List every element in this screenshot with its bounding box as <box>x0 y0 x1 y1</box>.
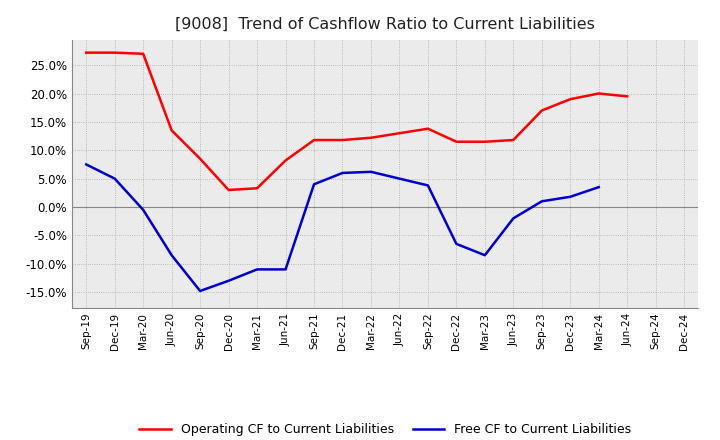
Free CF to Current Liabilities <box>366 169 375 174</box>
Operating CF to Current Liabilities <box>366 135 375 140</box>
Operating CF to Current Liabilities <box>395 131 404 136</box>
Line: Operating CF to Current Liabilities: Operating CF to Current Liabilities <box>86 53 627 190</box>
Operating CF to Current Liabilities <box>196 156 204 161</box>
Free CF to Current Liabilities <box>338 170 347 176</box>
Operating CF to Current Liabilities <box>225 187 233 193</box>
Free CF to Current Liabilities <box>595 184 603 190</box>
Operating CF to Current Liabilities <box>167 128 176 133</box>
Free CF to Current Liabilities <box>225 278 233 283</box>
Free CF to Current Liabilities <box>110 176 119 181</box>
Line: Free CF to Current Liabilities: Free CF to Current Liabilities <box>86 165 599 291</box>
Free CF to Current Liabilities <box>139 207 148 213</box>
Operating CF to Current Liabilities <box>566 96 575 102</box>
Free CF to Current Liabilities <box>167 253 176 258</box>
Operating CF to Current Liabilities <box>110 50 119 55</box>
Operating CF to Current Liabilities <box>452 139 461 144</box>
Free CF to Current Liabilities <box>509 216 518 221</box>
Free CF to Current Liabilities <box>480 253 489 258</box>
Operating CF to Current Liabilities <box>595 91 603 96</box>
Operating CF to Current Liabilities <box>338 137 347 143</box>
Free CF to Current Liabilities <box>253 267 261 272</box>
Free CF to Current Liabilities <box>423 183 432 188</box>
Operating CF to Current Liabilities <box>423 126 432 131</box>
Free CF to Current Liabilities <box>395 176 404 181</box>
Operating CF to Current Liabilities <box>537 108 546 113</box>
Operating CF to Current Liabilities <box>139 51 148 56</box>
Free CF to Current Liabilities <box>82 162 91 167</box>
Operating CF to Current Liabilities <box>282 158 290 163</box>
Free CF to Current Liabilities <box>282 267 290 272</box>
Free CF to Current Liabilities <box>566 194 575 199</box>
Operating CF to Current Liabilities <box>82 50 91 55</box>
Operating CF to Current Liabilities <box>253 186 261 191</box>
Operating CF to Current Liabilities <box>509 137 518 143</box>
Title: [9008]  Trend of Cashflow Ratio to Current Liabilities: [9008] Trend of Cashflow Ratio to Curren… <box>175 16 595 32</box>
Free CF to Current Liabilities <box>537 199 546 204</box>
Free CF to Current Liabilities <box>452 241 461 246</box>
Operating CF to Current Liabilities <box>310 137 318 143</box>
Free CF to Current Liabilities <box>196 288 204 293</box>
Free CF to Current Liabilities <box>310 182 318 187</box>
Operating CF to Current Liabilities <box>480 139 489 144</box>
Operating CF to Current Liabilities <box>623 94 631 99</box>
Legend: Operating CF to Current Liabilities, Free CF to Current Liabilities: Operating CF to Current Liabilities, Fre… <box>135 418 636 440</box>
